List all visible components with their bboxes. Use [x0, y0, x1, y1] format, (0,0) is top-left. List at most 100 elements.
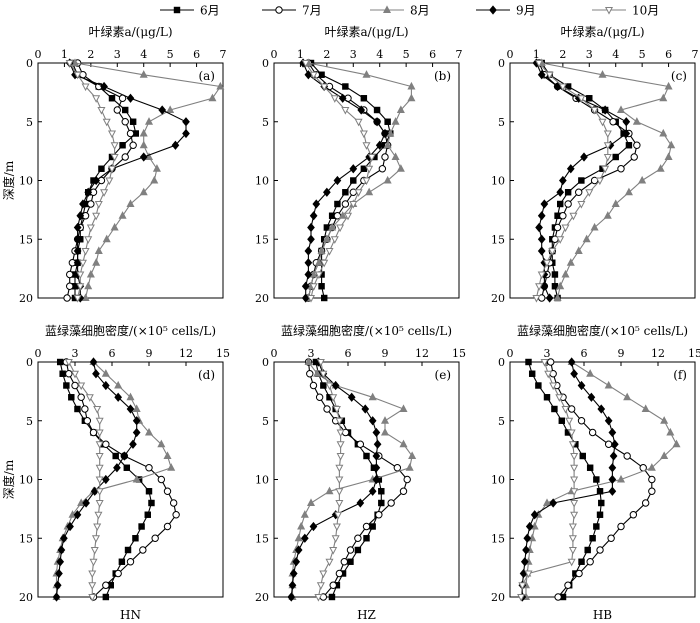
data-point [556, 200, 564, 208]
data-point [98, 165, 105, 172]
data-point [119, 142, 126, 149]
data-point [532, 294, 541, 303]
data-point [132, 535, 139, 542]
data-point [570, 488, 579, 496]
data-point [325, 558, 334, 567]
data-point [535, 382, 542, 389]
data-point [363, 535, 370, 542]
data-point [608, 474, 617, 485]
chart-panel-d: 0 3 6 9 12 15 0 5 10 15 20 蓝绿藻细胞密度/(×10⁵ cells/L) 深度… [1, 323, 230, 622]
data-point [604, 416, 613, 426]
data-point [604, 440, 613, 448]
data-point [342, 83, 349, 90]
data-point [568, 546, 577, 555]
x-tick-label: 1 [61, 48, 68, 61]
data-point [163, 451, 172, 460]
series-7月 [63, 59, 137, 302]
y-tick-label: 5 [262, 116, 269, 129]
data-point [648, 487, 656, 495]
data-point [107, 165, 117, 174]
panel-letter: (e) [435, 368, 451, 382]
data-point [381, 128, 389, 139]
data-point [86, 224, 95, 233]
x-tick-label: 15 [452, 347, 466, 360]
data-point [559, 212, 567, 220]
data-point [316, 582, 325, 590]
data-point [81, 293, 90, 302]
data-point [89, 357, 98, 367]
series-9月 [518, 357, 619, 602]
x-tick-label: 0 [271, 48, 278, 61]
data-point [294, 545, 303, 555]
data-point [367, 153, 376, 162]
data-point [349, 200, 358, 209]
data-point [92, 258, 101, 266]
data-point [144, 427, 154, 436]
y-tick-label: 0 [262, 57, 269, 70]
data-point [549, 382, 558, 391]
data-point [95, 441, 104, 449]
data-point [593, 523, 600, 530]
data-point [535, 59, 544, 68]
data-point [559, 175, 567, 186]
data-point [405, 463, 414, 471]
data-point [551, 271, 559, 278]
data-point [120, 451, 129, 461]
data-point [320, 259, 329, 268]
data-point [545, 293, 554, 303]
data-point [578, 558, 585, 565]
data-point [570, 476, 579, 485]
data-point [596, 511, 604, 518]
y-tick-label: 15 [19, 233, 33, 246]
y-tick-label: 15 [491, 233, 505, 246]
data-point [73, 71, 82, 80]
data-point [336, 441, 345, 449]
legend-marker [382, 5, 392, 14]
data-point [309, 521, 318, 532]
plot-frame [509, 361, 696, 598]
legend-label: 9月 [516, 4, 536, 18]
data-point [70, 370, 80, 379]
data-point [372, 463, 381, 473]
y-tick-label: 10 [491, 175, 505, 188]
data-point [304, 357, 313, 366]
data-point [314, 258, 323, 266]
data-point [383, 175, 392, 184]
data-point [616, 474, 626, 483]
data-point [520, 557, 529, 567]
data-point [139, 187, 148, 196]
data-point [544, 370, 553, 379]
data-point [313, 369, 322, 377]
data-point [373, 106, 381, 114]
data-point [567, 429, 576, 438]
data-point [666, 427, 675, 436]
data-point [341, 106, 350, 115]
series-7月 [304, 358, 411, 601]
data-point [73, 246, 82, 256]
data-point [393, 464, 402, 472]
data-point [132, 427, 141, 438]
data-point [354, 189, 363, 197]
data-point [90, 546, 99, 555]
data-point [92, 175, 100, 186]
data-point [102, 118, 111, 127]
data-point [93, 523, 102, 532]
data-point [565, 417, 574, 426]
x-tick-label: 3 [544, 347, 551, 360]
data-point [144, 152, 154, 161]
data-point [163, 522, 172, 531]
data-point [301, 293, 310, 303]
x-tick-label: 3 [114, 48, 121, 61]
x-tick-label: 9 [146, 347, 153, 360]
data-point [329, 546, 338, 555]
data-point [338, 93, 347, 103]
data-point [569, 212, 578, 221]
data-point [314, 593, 323, 602]
data-point [73, 510, 82, 520]
x-tick-label: 1 [297, 48, 304, 61]
data-point [407, 93, 416, 102]
data-point [608, 427, 617, 438]
data-point [182, 128, 190, 139]
data-point [335, 464, 344, 473]
data-point [304, 246, 313, 256]
